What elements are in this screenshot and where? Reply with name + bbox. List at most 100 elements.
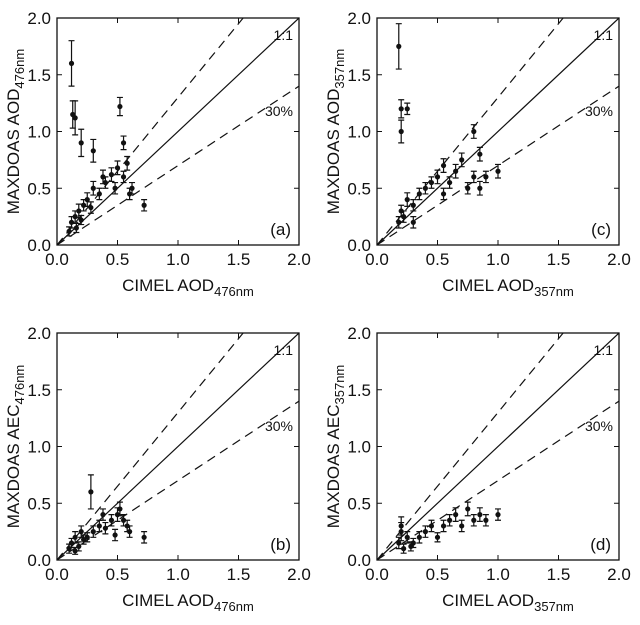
point: [422, 529, 428, 535]
point: [465, 506, 471, 512]
point: [129, 185, 135, 191]
reference-line: [57, 333, 244, 560]
reference-line: [377, 333, 619, 560]
point: [117, 506, 123, 512]
point: [416, 191, 422, 197]
reference-lines: [57, 18, 299, 245]
point: [78, 529, 84, 535]
y-axis-label-sub: 476nm: [12, 365, 27, 405]
plot-frame: [376, 17, 620, 246]
x-axis-label-sub: 476nm: [214, 599, 254, 614]
y-axis-label-main: MAXDOAS AOD: [4, 89, 23, 215]
point: [398, 106, 404, 112]
point: [453, 168, 459, 174]
y-tick-label: 1.0: [27, 123, 51, 142]
x-axis-label-sub: 357nm: [534, 284, 574, 299]
x-axis-label: CIMEL AOD476nm: [122, 591, 254, 614]
reference-lines: [377, 333, 619, 560]
x-axis-label: CIMEL AOD357nm: [442, 591, 574, 614]
point: [96, 191, 102, 197]
y-tick-label: 2.0: [27, 324, 51, 343]
y-tick-label: 2.0: [27, 9, 51, 28]
x-tick-label: 1.0: [486, 250, 510, 269]
point: [108, 517, 115, 523]
reference-label: 1:1: [274, 342, 294, 358]
point: [471, 128, 477, 135]
point: [112, 185, 118, 191]
point: [108, 172, 115, 178]
y-tick-label: 1.0: [347, 123, 371, 142]
panel: 0.0 0.5 1.0 1.5 2.0 0.0 0.5 1.0 1.5 2.0 1:1 30% (a) C…: [4, 9, 311, 299]
point: [477, 151, 483, 157]
reference-line: [57, 85, 299, 245]
point: [124, 160, 130, 166]
point: [434, 534, 441, 540]
x-axis-label-sub: 357nm: [534, 599, 574, 614]
x-tick-label: 1.5: [227, 565, 251, 584]
point: [398, 523, 404, 529]
plot-frame: [56, 17, 300, 246]
y-tick-label: 0.0: [27, 551, 51, 570]
point: [68, 540, 75, 546]
point: [72, 115, 78, 121]
point: [447, 517, 453, 523]
point: [471, 174, 477, 180]
y-tick-label: 1.5: [27, 66, 51, 85]
y-tick-label: 1.0: [27, 438, 51, 457]
x-tick-label: 0.5: [426, 565, 450, 584]
point: [398, 128, 404, 135]
point: [396, 43, 402, 49]
point: [408, 543, 414, 549]
panel-label: (a): [270, 220, 291, 239]
reference-label: 30%: [585, 418, 613, 434]
x-tick-label: 1.0: [166, 250, 190, 269]
point: [428, 179, 435, 186]
point: [76, 543, 82, 549]
point: [471, 517, 477, 523]
x-tick-label: 1.0: [486, 565, 510, 584]
point: [120, 174, 127, 180]
x-tick-label: 1.5: [547, 565, 571, 584]
y-axis-label: MAXDOAS AOD357nm: [324, 49, 347, 214]
y-tick-label: 0.5: [347, 179, 371, 198]
y-tick-label: 2.0: [347, 324, 371, 343]
x-axis-label-sub: 476nm: [214, 284, 254, 299]
y-tick-label: 0.5: [347, 494, 371, 513]
point: [72, 534, 78, 540]
x-tick-label: 2.0: [287, 565, 311, 584]
point: [440, 162, 447, 169]
point: [477, 511, 483, 518]
panel: 0.0 0.5 1.0 1.5 2.0 0.0 0.5 1.0 1.5 2.0 1:1 30% (c) C…: [324, 9, 631, 299]
y-tick-label: 1.5: [27, 381, 51, 400]
point: [76, 208, 82, 214]
x-axis-label: CIMEL AOD357nm: [442, 276, 574, 299]
point: [495, 511, 501, 518]
point: [96, 523, 102, 529]
y-axis-label-sub: 357nm: [332, 365, 347, 405]
point: [440, 523, 447, 529]
point: [404, 106, 410, 112]
x-axis-label-main: CIMEL AOD: [442, 276, 534, 295]
point: [78, 140, 84, 146]
point: [72, 214, 78, 220]
point: [440, 191, 447, 197]
point: [465, 185, 471, 191]
point: [396, 219, 402, 225]
y-tick-label: 0.0: [347, 551, 371, 570]
panel-label: (c): [591, 220, 611, 239]
x-axis-label: CIMEL AOD476nm: [122, 276, 254, 299]
plot-frame: [56, 332, 300, 561]
point: [88, 204, 94, 211]
point: [428, 523, 435, 529]
y-tick-label: 0.0: [27, 236, 51, 255]
point: [88, 489, 94, 495]
reference-lines: [377, 18, 619, 245]
point: [396, 540, 402, 546]
point: [112, 532, 118, 538]
reference-label: 1:1: [274, 27, 294, 43]
panel-label: (d): [590, 535, 611, 554]
x-tick-label: 1.5: [227, 250, 251, 269]
y-axis-label-main: MAXDOAS AOD: [324, 89, 343, 215]
point: [68, 219, 75, 225]
reference-label: 1:1: [594, 27, 614, 43]
